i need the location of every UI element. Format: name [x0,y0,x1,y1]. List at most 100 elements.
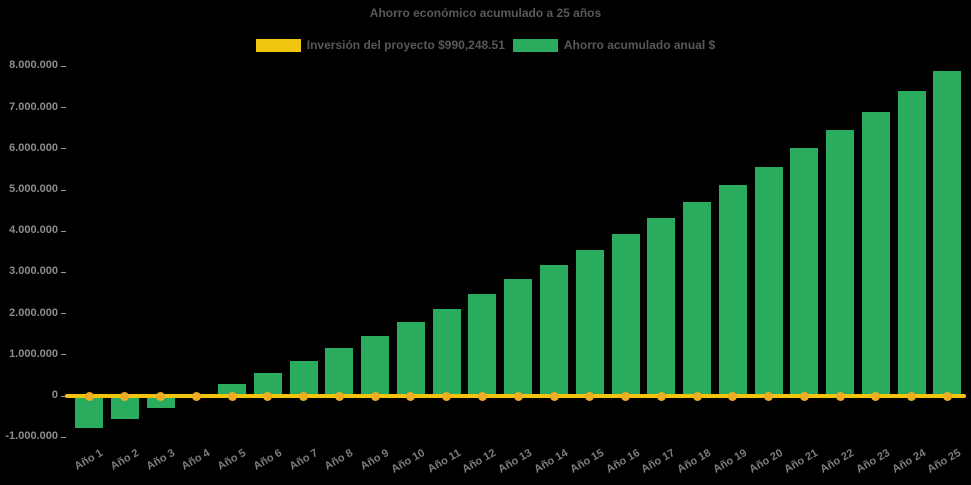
bar-ahorro-acumulado [146,396,175,408]
legend-item-investment: Inversión del proyecto $990,248.51 [255,38,505,52]
investment-line-marker [477,391,487,401]
x-axis-label: Año 14 [532,447,570,476]
bar-ahorro-acumulado [575,249,604,396]
y-axis-label: 8.000.000 [9,59,58,72]
x-axis-label: Año 12 [460,447,499,476]
bar-ahorro-acumulado [253,372,282,396]
x-axis-label: Año 9 [358,447,392,473]
x-axis-label: Año 1 [72,447,105,473]
legend-label-investment: Inversión del proyecto $990,248.51 [306,38,505,52]
investment-line-marker [871,391,881,401]
y-axis-label: 4.000.000 [9,224,58,237]
investment-line-marker [299,391,309,401]
x-axis-label: Año 11 [425,447,463,476]
investment-line-marker [156,391,166,401]
bar-ahorro-acumulado [504,278,533,396]
legend-item-savings: Ahorro acumulado anual $ [512,38,716,52]
y-axis-tick [61,230,66,232]
x-axis-label: Año 4 [179,447,213,473]
x-axis-label: Año 23 [854,447,892,476]
y-axis-label: 3.000.000 [9,265,58,278]
y-axis-label: 2.000.000 [9,306,58,319]
legend-swatch-investment [255,38,301,52]
bar-ahorro-acumulado [718,185,747,396]
bar-ahorro-acumulado [861,111,890,396]
bar-ahorro-acumulado [325,347,354,396]
investment-line-marker [621,391,631,401]
y-axis-label: 5.000.000 [9,183,58,195]
investment-line-marker [370,391,380,401]
x-axis-label: Año 16 [603,447,642,476]
bar-ahorro-acumulado [933,70,962,396]
legend-swatch-savings [512,38,558,52]
investment-line-marker [263,391,273,401]
x-axis-label: Año 3 [144,447,177,473]
bar-ahorro-acumulado [75,396,103,429]
y-axis-label: 0 [51,389,58,401]
x-axis-label: Año 5 [215,447,249,473]
bar-ahorro-acumulado [790,148,819,396]
investment-line-marker [728,391,738,401]
investment-line-marker [692,391,702,401]
investment-line-marker [835,391,845,401]
investment-line-marker [549,391,559,401]
x-axis-label: Año 19 [711,447,749,476]
x-axis-label: Año 13 [496,447,535,476]
investment-line-marker [406,391,416,401]
x-axis-label: Año 22 [818,447,857,476]
bar-ahorro-acumulado [218,384,247,396]
bar-ahorro-acumulado [110,396,139,420]
legend-label-savings: Ahorro acumulado anual $ [563,38,716,52]
x-axis-label: Año 25 [925,447,964,476]
investment-line-marker [656,391,666,401]
investment-line-marker [585,391,595,401]
y-axis-tick [61,148,66,150]
y-axis-tick [61,189,66,191]
x-axis-label: Año 2 [108,447,141,473]
y-axis-tick [61,313,66,315]
x-axis-label: Año 8 [322,447,356,473]
investment-line-marker [942,391,952,401]
x-axis-label: Año 20 [746,447,785,476]
bar-ahorro-acumulado [754,166,783,396]
y-axis-tick [61,65,66,67]
y-axis-tick [61,395,66,397]
y-axis-tick [61,354,66,356]
legend: Inversión del proyecto $990,248.51 Ahorr… [0,38,971,52]
x-axis-label: Año 15 [567,447,606,476]
investment-line-marker [191,391,201,401]
y-axis-label: 1.000.000 [9,347,58,360]
investment-line-marker [334,391,344,401]
investment-line-marker [513,391,523,401]
y-axis-tick [61,107,66,109]
x-axis-label: Año 24 [889,447,928,476]
y-axis-label: 6.000.000 [9,141,58,154]
y-axis-tick [61,271,66,273]
investment-line-marker [907,391,917,401]
y-axis-tick [61,436,66,438]
bar-ahorro-acumulado [432,308,461,396]
bar-ahorro-acumulado [361,335,390,396]
y-axis-label: 7.000.000 [9,100,58,113]
bar-ahorro-acumulado [396,321,425,396]
investment-line-marker [764,391,774,401]
x-axis-label: Año 21 [782,447,821,476]
x-axis-label: Año 7 [287,447,320,473]
bar-ahorro-acumulado [611,233,640,396]
x-axis-label: Año 18 [675,447,714,476]
bar-ahorro-acumulado [683,201,712,396]
chart-title: Ahorro económico acumulado a 25 años [369,6,602,20]
bar-ahorro-acumulado [897,90,926,396]
x-axis-label: Año 10 [389,447,427,476]
bar-ahorro-acumulado [540,264,568,396]
x-axis-label: Año 17 [639,447,678,476]
bar-ahorro-acumulado [647,218,676,396]
y-axis-label: -1.000.000 [5,430,58,443]
investment-line-marker [84,391,94,401]
investment-line-marker [442,391,452,401]
bar-ahorro-acumulado [826,130,855,396]
investment-line-marker [799,391,809,401]
x-axis-label: Año 6 [251,447,284,473]
